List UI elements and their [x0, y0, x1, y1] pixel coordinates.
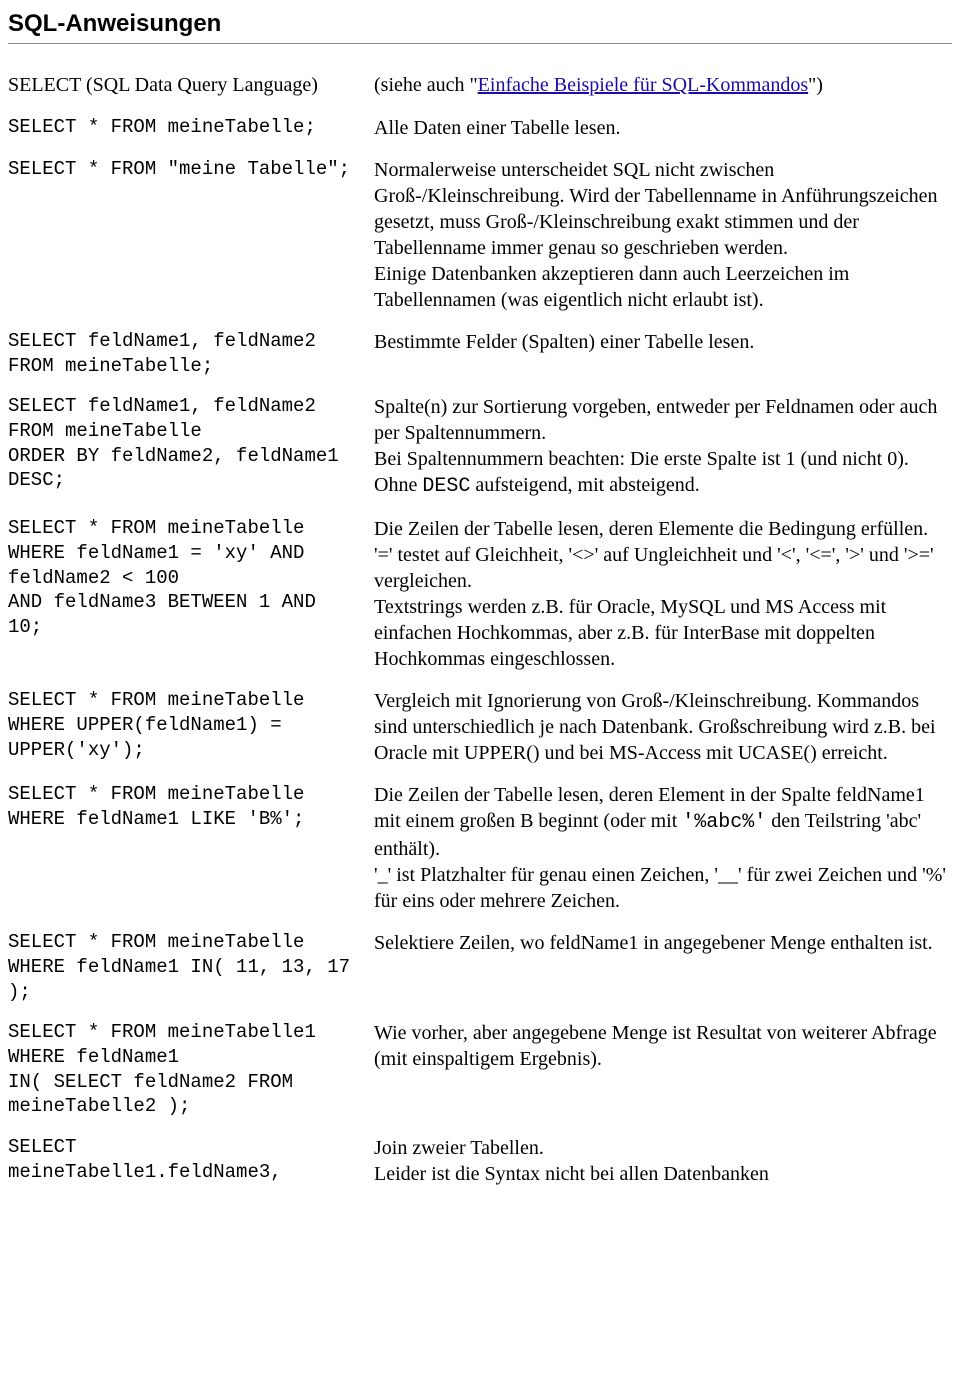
- table-row: SELECT * FROM meineTabelle WHERE feldNam…: [8, 782, 952, 930]
- sql-code-cell: SELECT * FROM meineTabelle WHERE feldNam…: [8, 782, 374, 930]
- link-sql-examples[interactable]: Einfache Beispiele für SQL-Kommandos: [478, 74, 808, 96]
- section-label: SELECT (SQL Data Query Language): [8, 74, 318, 96]
- description-text: Die Zeilen der Tabelle lesen, deren Elem…: [374, 518, 939, 670]
- sql-code: SELECT * FROM meineTabelle WHERE feldNam…: [8, 931, 361, 1002]
- table-row: SELECT * FROM meineTabelle WHERE feldNam…: [8, 930, 952, 1020]
- sql-table: SELECT (SQL Data Query Language) (siehe a…: [8, 72, 952, 1203]
- inline-code: '%abc%': [682, 811, 766, 834]
- sql-code-cell: SELECT * FROM meineTabelle WHERE feldNam…: [8, 930, 374, 1020]
- description-cell: Alle Daten einer Tabelle lesen.: [374, 115, 952, 157]
- description-cell: Bestimmte Felder (Spalten) einer Tabelle…: [374, 329, 952, 394]
- description-text: Selektiere Zeilen, wo feldName1 in angeg…: [374, 932, 933, 954]
- table-row: SELECT * FROM meineTabelle1 WHERE feldNa…: [8, 1020, 952, 1135]
- sql-code: SELECT meineTabelle1.feldName3,: [8, 1136, 282, 1183]
- description-text: Normalerweise unterscheidet SQL nicht zw…: [374, 159, 943, 311]
- description-cell: Vergleich mit Ignorierung von Groß-/Klei…: [374, 688, 952, 782]
- description-cell: Spalte(n) zur Sortierung vorgeben, entwe…: [374, 394, 952, 516]
- table-row: SELECT feldName1, feldName2 FROM meineTa…: [8, 329, 952, 394]
- sql-code: SELECT * FROM meineTabelle WHERE UPPER(f…: [8, 689, 316, 760]
- description-text: Bestimmte Felder (Spalten) einer Tabelle…: [374, 331, 754, 353]
- description-text: Wie vorher, aber angegebene Menge ist Re…: [374, 1022, 942, 1070]
- description-text: Vergleich mit Ignorierung von Groß-/Klei…: [374, 690, 941, 764]
- text: (siehe auch ": [374, 74, 478, 96]
- description-text: Alle Daten einer Tabelle lesen.: [374, 117, 620, 139]
- description-cell: (siehe auch "Einfache Beispiele für SQL-…: [374, 72, 952, 115]
- description-cell: Wie vorher, aber angegebene Menge ist Re…: [374, 1020, 952, 1135]
- page-title: SQL-Anweisungen: [8, 8, 952, 39]
- table-row: SELECT * FROM "meine Tabelle"; Normalerwe…: [8, 157, 952, 329]
- sql-code-cell: SELECT * FROM meineTabelle1 WHERE feldNa…: [8, 1020, 374, 1135]
- sql-code: SELECT * FROM meineTabelle1 WHERE feldNa…: [8, 1021, 327, 1117]
- table-row: SELECT feldName1, feldName2 FROM meineTa…: [8, 394, 952, 516]
- description-cell: Normalerweise unterscheidet SQL nicht zw…: [374, 157, 952, 329]
- sql-code: SELECT feldName1, feldName2 FROM meineTa…: [8, 330, 327, 377]
- text: aufsteigend, mit absteigend.: [470, 474, 699, 496]
- description-cell: Die Zeilen der Tabelle lesen, deren Elem…: [374, 516, 952, 688]
- title-rule: [8, 43, 952, 44]
- text: "): [808, 74, 823, 96]
- table-row: SELECT (SQL Data Query Language) (siehe a…: [8, 72, 952, 115]
- table-row: SELECT * FROM meineTabelle WHERE feldNam…: [8, 516, 952, 688]
- sql-code-cell: SELECT * FROM meineTabelle;: [8, 115, 374, 157]
- table-row: SELECT * FROM meineTabelle; Alle Daten ei…: [8, 115, 952, 157]
- table-row: SELECT meineTabelle1.feldName3, Join zwei…: [8, 1135, 952, 1203]
- inline-code: DESC: [422, 475, 470, 498]
- sql-code-cell: SELECT * FROM "meine Tabelle";: [8, 157, 374, 329]
- sql-code: SELECT * FROM meineTabelle WHERE feldNam…: [8, 783, 316, 830]
- sql-code-cell: SELECT (SQL Data Query Language): [8, 72, 374, 115]
- sql-code-cell: SELECT meineTabelle1.feldName3,: [8, 1135, 374, 1203]
- description-cell: Join zweier Tabellen. Leider ist die Syn…: [374, 1135, 952, 1203]
- sql-code: SELECT * FROM "meine Tabelle";: [8, 158, 350, 180]
- sql-code: SELECT * FROM meineTabelle;: [8, 116, 316, 138]
- sql-code-cell: SELECT * FROM meineTabelle WHERE feldNam…: [8, 516, 374, 688]
- description-cell: Selektiere Zeilen, wo feldName1 in angeg…: [374, 930, 952, 1020]
- sql-code: SELECT feldName1, feldName2 FROM meineTa…: [8, 395, 350, 491]
- description-cell: Die Zeilen der Tabelle lesen, deren Elem…: [374, 782, 952, 930]
- sql-code-cell: SELECT feldName1, feldName2 FROM meineTa…: [8, 329, 374, 394]
- sql-code-cell: SELECT feldName1, feldName2 FROM meineTa…: [8, 394, 374, 516]
- table-row: SELECT * FROM meineTabelle WHERE UPPER(f…: [8, 688, 952, 782]
- sql-code-cell: SELECT * FROM meineTabelle WHERE UPPER(f…: [8, 688, 374, 782]
- description-text: Join zweier Tabellen. Leider ist die Syn…: [374, 1137, 769, 1185]
- sql-code: SELECT * FROM meineTabelle WHERE feldNam…: [8, 517, 327, 638]
